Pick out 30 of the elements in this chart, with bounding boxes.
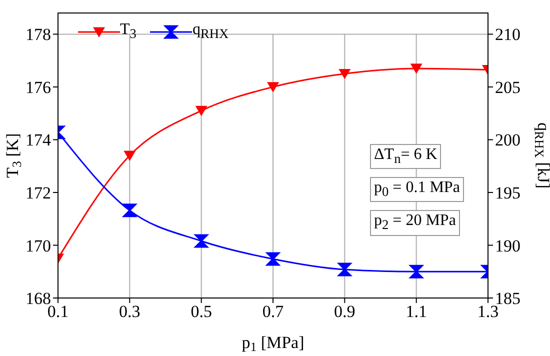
y-tick-label: 178 [26, 25, 51, 44]
point [194, 234, 208, 248]
x-tick-label: 1.3 [477, 302, 499, 322]
legend-label: q$_{RHX}$ [192, 21, 229, 42]
point [267, 82, 279, 92]
point [124, 150, 136, 161]
x-tick-label: 0.5 [190, 302, 212, 322]
y2-tick-label: 195 [495, 184, 520, 203]
point [338, 262, 352, 276]
x-tick-label: 0.7 [262, 302, 284, 322]
point [338, 68, 351, 80]
point [266, 252, 280, 266]
x-tick-label: 0.3 [119, 302, 140, 322]
point [410, 64, 422, 74]
y2-tick-label: 190 [495, 236, 520, 256]
x-axis-title: p$_{1}$ [MPa] [242, 333, 304, 354]
y-tick-label: 176 [26, 78, 51, 97]
annotation: p$_{0}$ = 0.1 MPa [370, 177, 464, 202]
point [195, 106, 208, 116]
y-tick-label: 170 [26, 236, 51, 256]
annotation: p$_{2}$ = 20 MPa [370, 210, 460, 236]
x-tick-label: 1.1 [406, 302, 427, 322]
annotation: ΔT$_{n}$= 6 K [370, 144, 442, 170]
y2-tick-label: 200 [495, 130, 520, 150]
y2-tick-label: 205 [495, 78, 520, 97]
y-tick-label: 172 [26, 184, 51, 203]
legend-label: T$_{3}$ [120, 21, 136, 42]
y2-tick-label: 210 [495, 25, 520, 44]
x-tick-label: 0.9 [334, 302, 356, 322]
y-tick-label: 174 [26, 130, 52, 150]
